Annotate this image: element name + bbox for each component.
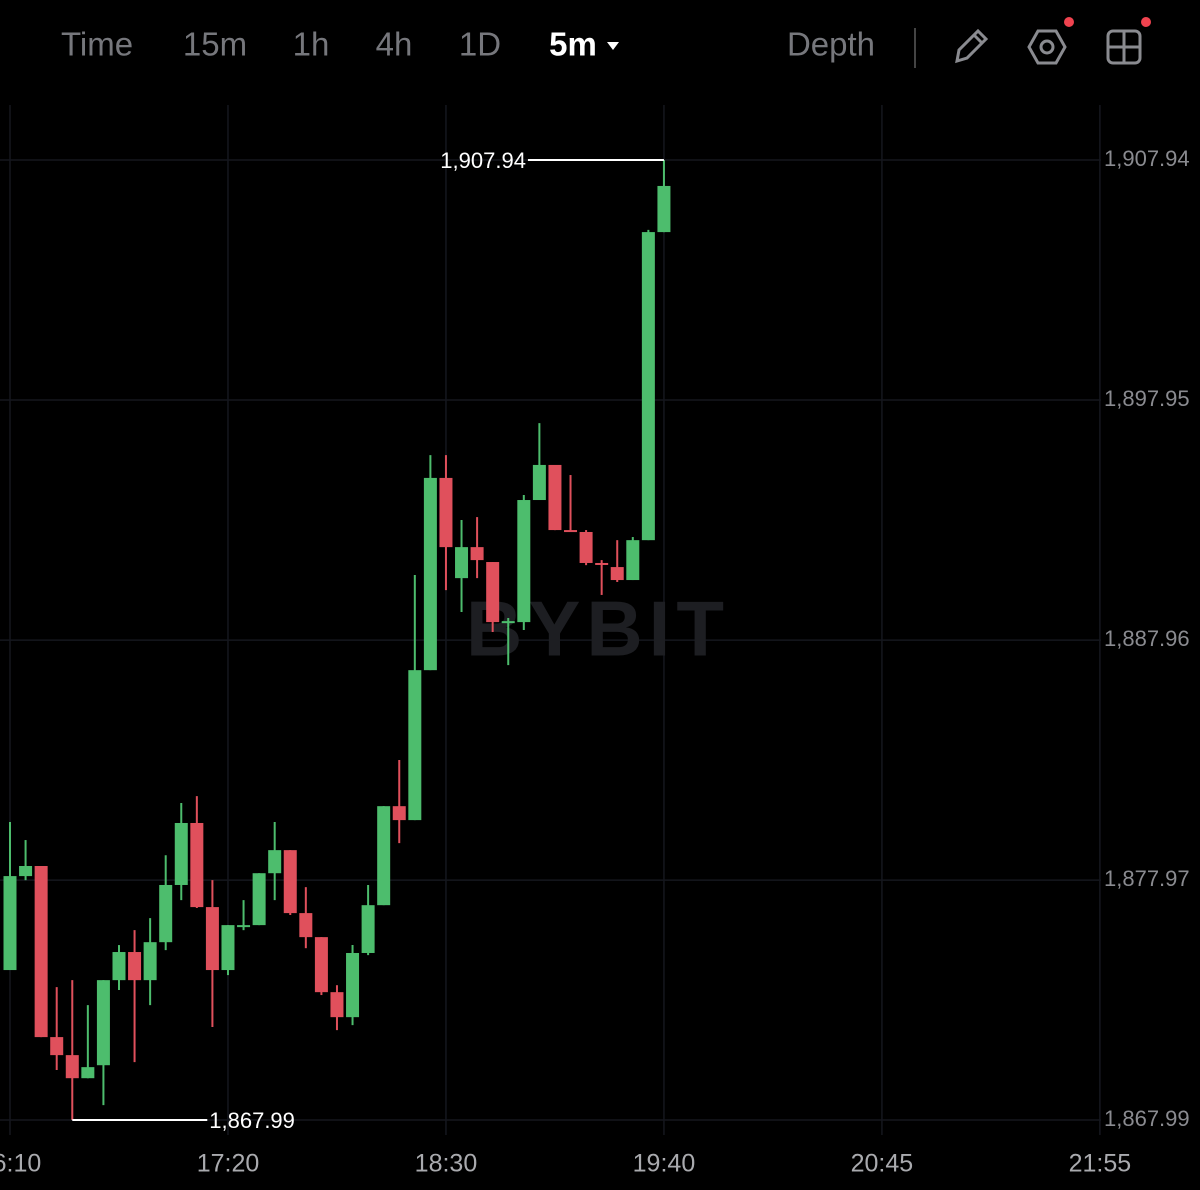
depth-tab[interactable]: Depth — [787, 26, 875, 63]
layout-icon[interactable] — [1106, 29, 1142, 65]
candle-body — [610, 567, 624, 581]
x-tick-label: 19:40 — [633, 1150, 696, 1178]
tab[interactable]: 1h — [293, 26, 330, 63]
tab[interactable]: Time — [61, 26, 133, 63]
candle-body — [205, 907, 219, 971]
candle-body — [314, 937, 328, 993]
x-tick-label: 17:20 — [197, 1150, 260, 1178]
candle-body — [299, 913, 313, 938]
notification-dot — [1141, 17, 1151, 27]
candle-body — [221, 925, 235, 971]
tab[interactable]: 4h — [376, 26, 413, 63]
candle-body — [190, 822, 204, 908]
candle-body — [470, 547, 484, 561]
candle-body — [112, 952, 126, 981]
candle-body — [237, 925, 251, 928]
candle-body — [548, 464, 562, 531]
x-tick-label: 16:10 — [0, 1150, 41, 1178]
tab[interactable]: 15m — [183, 26, 247, 63]
candle-body — [268, 850, 282, 874]
active-tab[interactable]: 5m — [549, 26, 597, 63]
y-tick-label: 1,887.96 — [1104, 626, 1190, 651]
y-tick-label: 1,877.97 — [1104, 866, 1190, 891]
candle-body — [595, 562, 609, 565]
settings-icon[interactable] — [1027, 29, 1067, 65]
candle-body — [439, 477, 453, 548]
tab[interactable]: 1D — [459, 26, 501, 63]
plot: 1,907.94 1,897.95 1,887.96 1,877.97 1,867.99… — [0, 146, 1190, 1178]
x-tick-label: 20:45 — [851, 1150, 914, 1178]
candle-body — [392, 806, 406, 821]
candle-body — [252, 873, 266, 926]
toolbar: Time 15m 1h 4h 1D 5m Depth — [61, 17, 1151, 68]
y-tick-label: 1,867.99 — [1104, 1106, 1190, 1131]
candle-body — [564, 530, 578, 533]
candle-body — [34, 866, 48, 1038]
candle-body — [579, 531, 593, 563]
candle-body — [455, 547, 469, 579]
candle-body — [3, 876, 17, 971]
candle-body — [532, 464, 546, 501]
candle-body — [96, 980, 110, 1066]
candle-body — [377, 806, 391, 906]
candle-body — [657, 185, 671, 233]
notification-dot — [1064, 17, 1074, 27]
candle-body — [501, 621, 515, 624]
candle-body — [143, 942, 157, 981]
candle-body — [283, 850, 297, 914]
y-tick-label: 1,907.94 — [1104, 146, 1190, 171]
candle-body — [174, 822, 188, 885]
candle-body — [19, 866, 33, 877]
candle-body — [81, 1067, 95, 1079]
dropdown-arrow[interactable] — [607, 42, 619, 50]
candle-body — [361, 905, 375, 953]
candle-body — [641, 232, 655, 541]
low-marker-label: 1,867.99 — [209, 1108, 295, 1133]
candle-body — [330, 992, 344, 1018]
candle-body — [486, 562, 500, 623]
candle-body — [346, 952, 360, 1018]
candle-body — [423, 477, 437, 671]
watermark: BYBIT — [466, 585, 730, 673]
candle-body — [128, 952, 142, 981]
high-marker-label: 1,907.94 — [440, 148, 526, 173]
pencil-icon[interactable] — [955, 28, 989, 64]
candle-body — [50, 1037, 64, 1056]
candle-body — [159, 884, 173, 943]
candle-body — [626, 540, 640, 581]
candle-body — [408, 670, 422, 821]
x-tick-label: 18:30 — [415, 1150, 478, 1178]
candle-body — [65, 1055, 79, 1079]
candle-body — [517, 500, 531, 623]
y-tick-label: 1,897.95 — [1104, 386, 1190, 411]
x-tick-label: 21:55 — [1069, 1150, 1132, 1178]
